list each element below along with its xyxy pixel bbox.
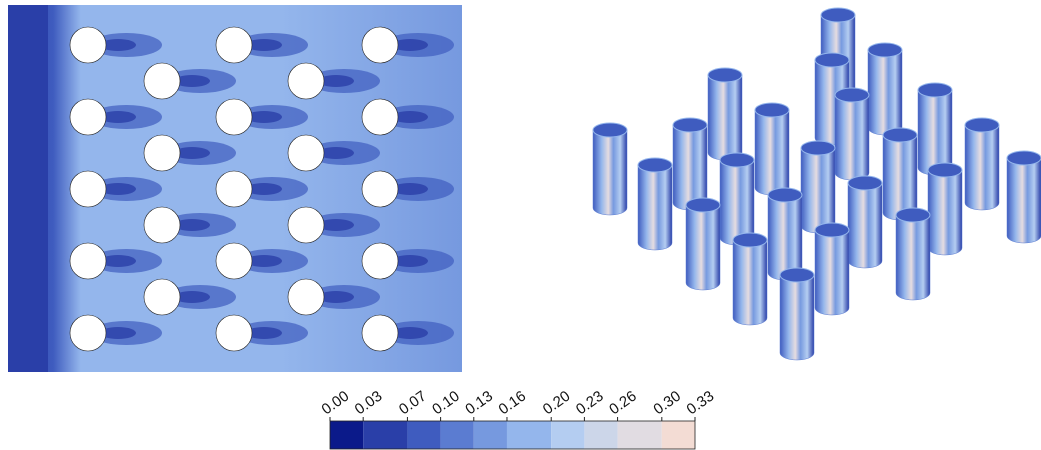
cylinder-top	[918, 83, 952, 97]
cylinder-top	[801, 141, 835, 155]
colorbar-tick-label: 0.03	[352, 388, 386, 419]
cylinder-top	[673, 118, 707, 132]
cylinder-section	[216, 27, 252, 63]
cylinder-section	[144, 135, 180, 171]
cylinder-top	[593, 123, 627, 137]
cylinder	[673, 125, 707, 210]
cylinder-section	[70, 243, 106, 279]
colorbar-segment	[441, 421, 474, 449]
colorbar-tick-label: 0.07	[396, 388, 430, 419]
cylinder	[733, 240, 767, 325]
cylinder-section	[362, 315, 398, 351]
cylinder	[868, 50, 902, 135]
cylinder-top	[815, 223, 849, 237]
cylinder-section	[362, 171, 398, 207]
cylinder	[708, 75, 742, 160]
cylinder	[918, 90, 952, 175]
cylinder-top	[868, 43, 902, 57]
cylinder-section	[144, 279, 180, 315]
cylinder	[801, 148, 835, 233]
cylinder-top	[755, 103, 789, 117]
cylinder-section	[216, 315, 252, 351]
cylinder	[593, 130, 627, 215]
cylinder	[835, 95, 869, 180]
cylinder	[965, 125, 999, 210]
cylinder-section	[362, 243, 398, 279]
cylinder	[896, 215, 930, 300]
contour-plot	[8, 5, 462, 372]
cylinder-section	[216, 171, 252, 207]
colorbar-segment	[507, 421, 551, 449]
figure: 0.000.03 0.070.100.130.16 0.200.230.26 0.30…	[0, 0, 1041, 450]
cylinder-top	[768, 188, 802, 202]
cylinder	[883, 135, 917, 220]
cylinder-section	[288, 279, 324, 315]
cylinder-section	[70, 171, 106, 207]
cylinder-array	[593, 8, 1041, 360]
colorbar-segment	[363, 421, 407, 449]
cylinder-top	[896, 208, 930, 222]
cylinder-section	[144, 63, 180, 99]
cylinder-section	[362, 27, 398, 63]
cylinder-top	[965, 118, 999, 132]
cylinder-section	[288, 135, 324, 171]
cylinder	[755, 110, 789, 195]
cylinder-section	[70, 27, 106, 63]
cylinder-section	[70, 99, 106, 135]
cylinder-top	[821, 8, 855, 22]
cylinder	[928, 170, 962, 255]
colorbar-segment	[474, 421, 507, 449]
cylinder-section	[216, 243, 252, 279]
cylinder-top	[883, 128, 917, 142]
colorbar-segment	[584, 421, 617, 449]
cylinder-top	[835, 88, 869, 102]
cylinder	[638, 165, 672, 250]
cylinder-top	[686, 198, 720, 212]
cylinder	[720, 160, 754, 245]
colorbar-tick-label: 0.13	[462, 388, 496, 419]
cylinder-top	[720, 153, 754, 167]
colorbar-segment	[662, 421, 695, 449]
colorbar-tick-label: 0.00	[319, 388, 353, 419]
colorbar-segment	[551, 421, 584, 449]
cylinder-section	[216, 99, 252, 135]
cylinder-top	[780, 268, 814, 282]
cylinder	[780, 275, 814, 360]
cylinder	[815, 230, 849, 315]
cylinder-section	[288, 63, 324, 99]
cylinder-top	[848, 176, 882, 190]
cylinder	[768, 195, 802, 280]
colorbar-tick-label: 0.30	[650, 388, 684, 419]
colorbar-tick-label: 0.26	[606, 388, 640, 419]
colorbar-segment	[618, 421, 662, 449]
cylinder-section	[362, 99, 398, 135]
cylinder	[686, 205, 720, 290]
cylinder	[848, 183, 882, 268]
colorbar-tick-label: 0.10	[429, 388, 463, 419]
colorbar-tick-label: 0.20	[540, 388, 574, 419]
colorbar-tick-label: 0.33	[684, 388, 718, 419]
cylinder-top	[638, 158, 672, 172]
cylinder-top	[733, 233, 767, 247]
cylinder-top	[708, 68, 742, 82]
cylinder-top	[928, 163, 962, 177]
colorbar-tick-label: 0.16	[496, 388, 530, 419]
cylinder-section	[70, 315, 106, 351]
colorbar-segment	[330, 421, 363, 449]
colorbar-segment	[407, 421, 440, 449]
cylinder-top	[815, 53, 849, 67]
cylinder-top	[1007, 151, 1041, 165]
cylinder-section	[288, 207, 324, 243]
cylinder	[1007, 158, 1041, 243]
colorbar-tick-label: 0.23	[573, 388, 607, 419]
cylinder-section	[144, 207, 180, 243]
